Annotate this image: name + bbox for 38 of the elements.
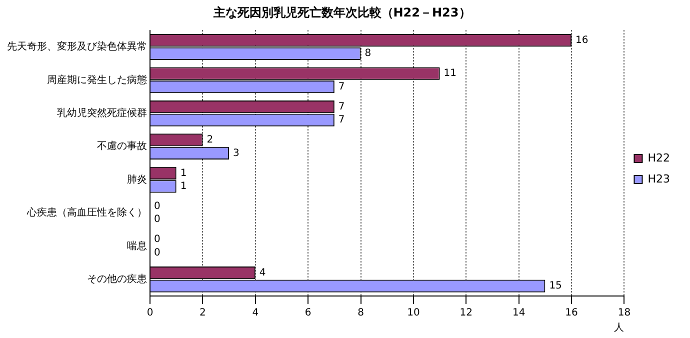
x-tick-label: 10: [407, 308, 420, 319]
data-label: 16: [576, 34, 588, 46]
data-label: 8: [364, 48, 372, 60]
data-label: 2: [206, 134, 214, 146]
x-tick-label: 14: [512, 308, 526, 319]
x-axis-title: 人: [614, 322, 624, 334]
x-tick-label: 18: [618, 308, 631, 319]
data-label: 3: [233, 148, 240, 159]
x-tick-label: 4: [252, 308, 259, 319]
data-label: 0: [154, 234, 160, 246]
y-tick-label: 不慮の事故: [97, 140, 147, 152]
legend-label: H23: [648, 172, 670, 186]
y-tick-label: 周産期に発生した病態: [47, 74, 147, 86]
y-tick-label: その他の疾患: [87, 272, 147, 285]
data-label: 15: [549, 280, 562, 292]
y-tick-label: 乳幼児突然死症候群: [57, 106, 147, 119]
y-tick-label: 肺炎: [127, 173, 147, 186]
y-tick-label: 心疾患（高血圧性を除く）: [26, 206, 147, 219]
x-tick-label: 0: [146, 308, 154, 319]
data-label: 11: [444, 68, 457, 80]
x-tick-label: 8: [358, 308, 364, 319]
data-label: 7: [338, 114, 345, 126]
data-label: 1: [180, 181, 187, 192]
x-tick-label: 2: [200, 308, 206, 319]
data-label: 7: [338, 101, 345, 112]
data-label: 1: [180, 168, 187, 179]
y-tick-label: 先天奇形、変形及び染色体異常: [7, 40, 147, 53]
x-tick-label: 16: [565, 308, 578, 319]
legend-label: H22: [648, 151, 670, 164]
data-label: 0: [154, 214, 160, 226]
x-tick-label: 12: [460, 308, 473, 319]
y-tick-label: 喘息: [127, 240, 147, 252]
data-label: 7: [338, 81, 345, 92]
chart-title: 主な死因別乳児死亡数年次比較（H22－H23）: [212, 5, 471, 20]
data-label: 4: [259, 267, 266, 278]
data-label: 0: [154, 200, 160, 212]
data-label: 0: [154, 247, 160, 258]
x-tick-label: 6: [304, 308, 312, 319]
